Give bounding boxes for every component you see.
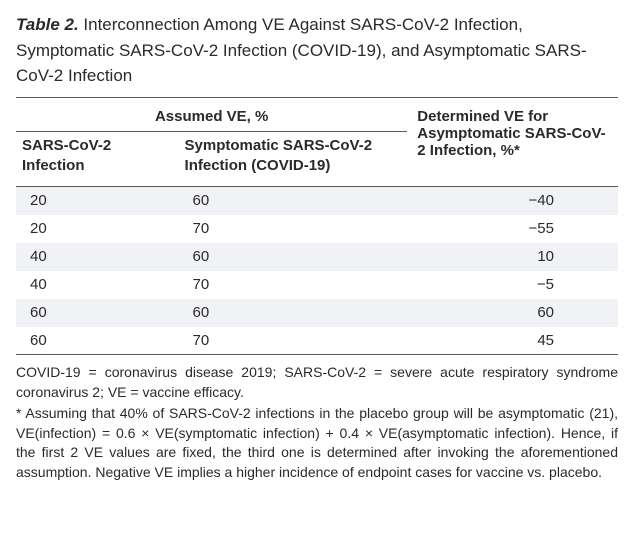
header-determined: Determined VE for Asymptomatic SARS-CoV-… [407,98,618,187]
cell: 60 [179,187,408,215]
cell: 60 [407,299,618,327]
cell: 40 [16,271,179,299]
cell: 20 [16,215,179,243]
table-row: 20 60 −40 [16,187,618,215]
footnote-assumption: * Assuming that 40% of SARS-CoV-2 infect… [16,404,618,482]
table-row: 40 70 −5 [16,271,618,299]
cell: 45 [407,327,618,355]
cell: 10 [407,243,618,271]
cell: 70 [179,215,408,243]
header-assumed-group: Assumed VE, % [16,98,407,132]
footnotes: COVID-19 = coronavirus disease 2019; SAR… [16,363,618,483]
header-infection: SARS-CoV-2 Infection [16,131,179,186]
footnote-abbrev: COVID-19 = coronavirus disease 2019; SAR… [16,363,618,402]
table-container: Table 2. Interconnection Among VE Agains… [16,12,618,483]
table-row: 60 60 60 [16,299,618,327]
cell: −40 [407,187,618,215]
cell: 20 [16,187,179,215]
cell: 70 [179,327,408,355]
cell: 40 [16,243,179,271]
cell: −5 [407,271,618,299]
cell: −55 [407,215,618,243]
cell: 60 [16,299,179,327]
cell: 70 [179,271,408,299]
table-row: 20 70 −55 [16,215,618,243]
table-row: 40 60 10 [16,243,618,271]
data-table: Assumed VE, % Determined VE for Asymptom… [16,97,618,356]
cell: 60 [179,299,408,327]
table-label: Table 2. [16,15,79,34]
cell: 60 [179,243,408,271]
table-row: 60 70 45 [16,327,618,355]
header-symptomatic: Symptomatic SARS-CoV-2 Infection (COVID-… [179,131,408,186]
table-caption: Interconnection Among VE Against SARS-Co… [16,15,587,85]
cell: 60 [16,327,179,355]
table-title: Table 2. Interconnection Among VE Agains… [16,12,618,89]
